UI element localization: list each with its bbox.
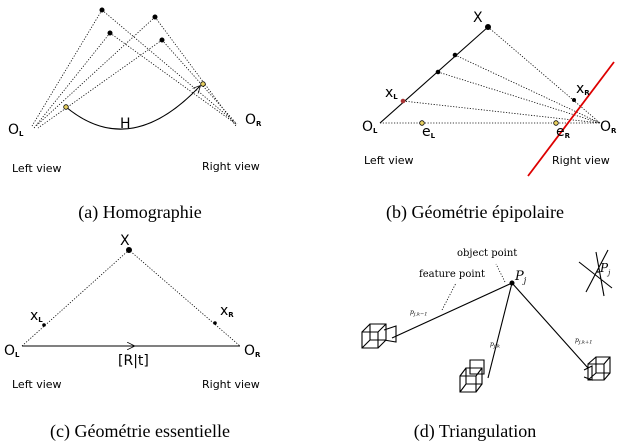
caption: (d) Triangulation bbox=[414, 421, 537, 442]
label-part: R bbox=[565, 132, 571, 140]
label: Pj bbox=[514, 269, 527, 285]
label: Pj bbox=[599, 261, 611, 277]
label-part: R bbox=[611, 127, 617, 135]
label: X bbox=[120, 233, 130, 249]
panel-d: object point feature point Pj pj,k−1 pj,… bbox=[362, 248, 612, 442]
panel-b: X xL OL eL eR xR OR Left view Right view… bbox=[362, 10, 617, 223]
label: OR bbox=[244, 343, 261, 359]
label-part: O bbox=[362, 119, 373, 135]
label: eR bbox=[556, 124, 571, 140]
panel-c: X xL xR OL [R|t] OR Left view Right view… bbox=[4, 233, 261, 442]
label-part: R bbox=[584, 89, 590, 97]
label: pj,k+1 bbox=[575, 337, 592, 346]
label-part: x bbox=[385, 85, 393, 101]
label-part: j,k−1 bbox=[413, 312, 428, 318]
label: xR bbox=[576, 81, 590, 97]
view-label: Right view bbox=[552, 154, 610, 167]
label-part: R bbox=[228, 311, 234, 319]
label-part: x bbox=[576, 81, 584, 97]
label-part: O bbox=[600, 119, 611, 135]
label-part: P bbox=[514, 269, 524, 284]
label-part: L bbox=[15, 351, 20, 359]
label: xR bbox=[220, 303, 234, 319]
label-part: j,k bbox=[493, 344, 500, 350]
label-part: O bbox=[245, 112, 256, 128]
label: OL bbox=[8, 122, 24, 138]
label: xL bbox=[30, 308, 43, 324]
label-part: R bbox=[255, 351, 261, 359]
caption: (a) Homographie bbox=[78, 202, 201, 223]
label-part: e bbox=[556, 124, 565, 140]
label: H bbox=[120, 116, 131, 132]
view-label: Left view bbox=[12, 378, 62, 391]
label-part: L bbox=[393, 93, 398, 101]
label: pj,k−1 bbox=[410, 309, 427, 318]
label-part: O bbox=[8, 122, 19, 138]
view-label: Left view bbox=[364, 154, 414, 167]
label-part: L bbox=[19, 130, 24, 138]
label: OR bbox=[245, 112, 262, 128]
label-part: O bbox=[4, 343, 15, 359]
caption: (b) Géométrie épipolaire bbox=[386, 202, 564, 223]
label: X bbox=[473, 10, 483, 26]
label: OL bbox=[362, 119, 378, 135]
label-part: x bbox=[220, 303, 228, 319]
label: object point bbox=[457, 248, 517, 259]
label: OL bbox=[4, 343, 20, 359]
label-part: x bbox=[30, 308, 38, 324]
label: OR bbox=[600, 119, 617, 135]
view-label: Right view bbox=[202, 160, 260, 173]
caption: (c) Géométrie essentielle bbox=[50, 421, 230, 442]
label-part: L bbox=[38, 316, 43, 324]
label-part: R bbox=[256, 120, 262, 128]
label: feature point bbox=[419, 269, 485, 280]
label: pj,k bbox=[490, 341, 500, 350]
view-label: Left view bbox=[12, 162, 62, 175]
label-part: e bbox=[422, 124, 431, 140]
label-part: L bbox=[431, 132, 436, 140]
label: [R|t] bbox=[118, 353, 149, 369]
label: xL bbox=[385, 85, 398, 101]
label-part: j,k+1 bbox=[578, 340, 593, 346]
figure: OL H OR Left view Right view (a) Homogra… bbox=[0, 0, 617, 447]
view-label: Right view bbox=[202, 378, 260, 391]
label-part: L bbox=[373, 127, 378, 135]
label: eL bbox=[422, 124, 436, 140]
panel-a: OL H OR Left view Right view (a) Homogra… bbox=[8, 8, 262, 224]
label-part: O bbox=[244, 343, 255, 359]
